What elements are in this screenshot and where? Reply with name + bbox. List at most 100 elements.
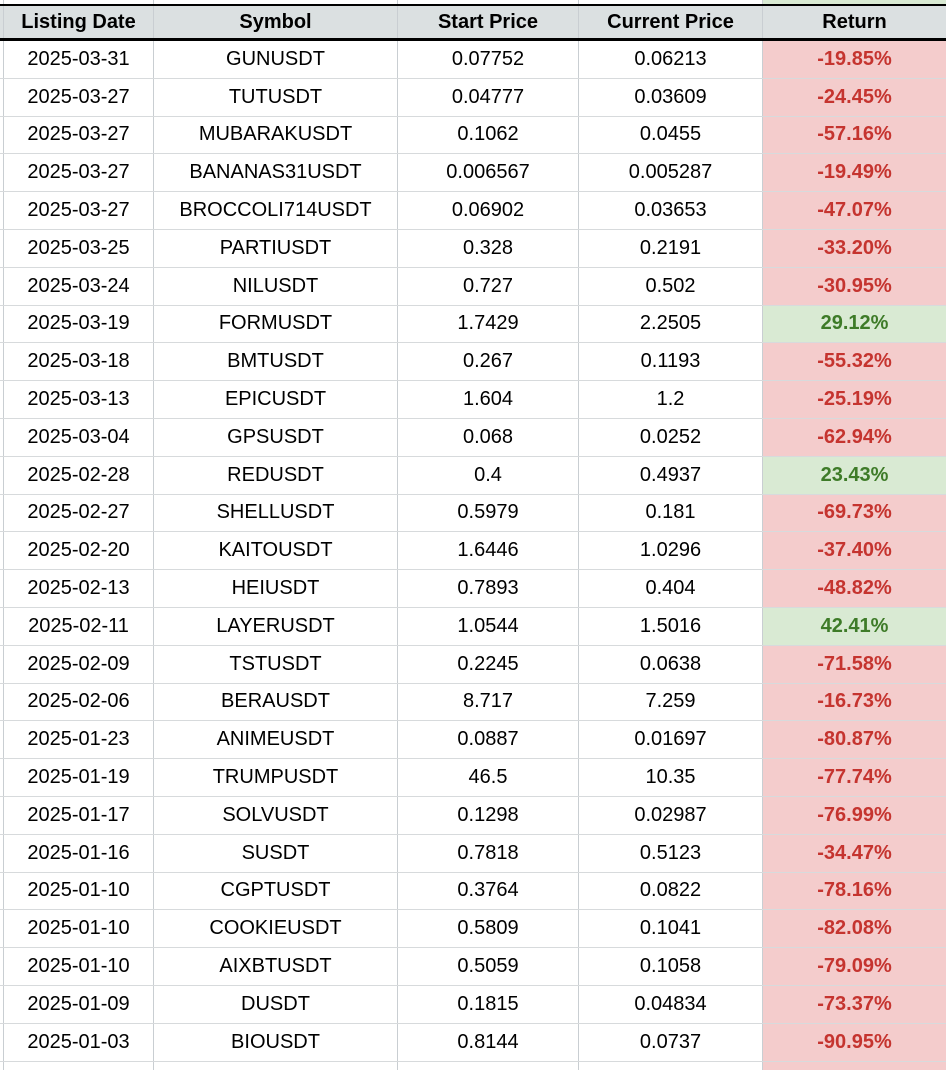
listing-date-cell[interactable]: 2025-02-27 (3, 494, 154, 532)
listing-date-cell[interactable]: 2025-03-04 (3, 418, 154, 456)
column-header-start-price[interactable]: Start Price (398, 6, 579, 38)
return-cell[interactable]: -57.16% (763, 116, 946, 154)
current-price-cell[interactable]: 0.005287 (579, 154, 763, 192)
current-price-cell[interactable]: 0.404 (579, 570, 763, 607)
symbol-cell[interactable]: FORMUSDT (154, 305, 398, 343)
start-price-cell[interactable]: 1.7429 (398, 305, 579, 343)
return-cell[interactable]: -16.73% (763, 683, 946, 721)
current-price-cell[interactable]: 1.5016 (579, 607, 763, 645)
current-price-cell[interactable]: 0.04834 (579, 985, 763, 1023)
listing-date-cell[interactable]: 2025-01-23 (3, 721, 154, 759)
symbol-cell[interactable]: SUSDT (154, 834, 398, 872)
start-price-cell[interactable]: 0.07752 (398, 41, 579, 78)
return-cell[interactable]: 42.41% (763, 607, 946, 645)
start-price-cell[interactable]: 1.604 (398, 381, 579, 418)
listing-date-cell[interactable]: 2025-01-16 (3, 834, 154, 872)
return-cell[interactable]: -19.49% (763, 154, 946, 192)
return-cell[interactable]: -71.58% (763, 645, 946, 683)
column-header-return[interactable]: Return (763, 6, 946, 38)
current-price-cell[interactable]: 0.4937 (579, 456, 763, 494)
listing-date-cell[interactable]: 2025-01-17 (3, 796, 154, 834)
return-cell[interactable]: -77.74% (763, 759, 946, 796)
listing-date-cell[interactable]: 2025-02-13 (3, 570, 154, 607)
start-price-cell[interactable]: 0.068 (398, 418, 579, 456)
start-price-cell[interactable]: 0.267 (398, 343, 579, 381)
symbol-cell[interactable]: BIOUSDT (154, 1023, 398, 1061)
listing-date-cell[interactable]: 2025-01-03 (3, 1023, 154, 1061)
start-price-cell[interactable]: 0.04777 (398, 78, 579, 116)
start-price-cell[interactable]: 0.1298 (398, 796, 579, 834)
current-price-cell[interactable]: 0.06213 (579, 41, 763, 78)
symbol-cell[interactable]: SOLVUSDT (154, 796, 398, 834)
return-cell[interactable]: 23.43% (763, 456, 946, 494)
start-price-cell[interactable]: 0.006567 (398, 154, 579, 192)
return-cell[interactable]: -80.87% (763, 721, 946, 759)
symbol-cell[interactable]: MUBARAKUSDT (154, 116, 398, 154)
current-price-cell[interactable]: 0.5123 (579, 834, 763, 872)
symbol-cell[interactable]: COOKIEUSDT (154, 910, 398, 948)
symbol-cell[interactable]: CGPTUSDT (154, 872, 398, 910)
current-price-cell[interactable]: 10.35 (579, 759, 763, 796)
symbol-cell[interactable]: GUNUSDT (154, 41, 398, 78)
start-price-cell[interactable]: 1.0544 (398, 607, 579, 645)
symbol-cell[interactable]: ANIMEUSDT (154, 721, 398, 759)
symbol-cell[interactable]: DUSDT (154, 985, 398, 1023)
current-price-cell[interactable]: 0.03609 (579, 78, 763, 116)
start-price-cell[interactable]: 0.0887 (398, 721, 579, 759)
start-price-cell[interactable]: 1.6446 (398, 532, 579, 570)
listing-date-cell[interactable]: 2025-03-27 (3, 154, 154, 192)
symbol-cell[interactable]: TSTUSDT (154, 645, 398, 683)
symbol-cell[interactable]: EPICUSDT (154, 381, 398, 418)
return-cell[interactable]: -73.37% (763, 985, 946, 1023)
start-price-cell[interactable]: 0.8144 (398, 1023, 579, 1061)
current-price-cell[interactable]: 0.01697 (579, 721, 763, 759)
return-cell[interactable]: -79.09% (763, 948, 946, 985)
listing-date-cell[interactable]: 2025-01-09 (3, 985, 154, 1023)
listing-date-cell[interactable]: 2025-03-18 (3, 343, 154, 381)
return-cell[interactable]: -76.99% (763, 796, 946, 834)
return-cell[interactable]: -90.95% (763, 1023, 946, 1061)
listing-date-cell[interactable]: 2025-02-28 (3, 456, 154, 494)
start-price-cell[interactable]: 0.1815 (398, 985, 579, 1023)
symbol-cell[interactable]: TUTUSDT (154, 78, 398, 116)
start-price-cell[interactable]: 0.4 (398, 456, 579, 494)
start-price-cell[interactable]: 8.717 (398, 683, 579, 721)
symbol-cell[interactable]: BANANAS31USDT (154, 154, 398, 192)
start-price-cell[interactable]: 0.06902 (398, 192, 579, 229)
return-cell[interactable]: -24.45% (763, 78, 946, 116)
listing-date-cell[interactable]: 2025-02-20 (3, 532, 154, 570)
listing-date-cell[interactable]: 2025-03-13 (3, 381, 154, 418)
start-price-cell[interactable]: 46.5 (398, 759, 579, 796)
start-price-cell[interactable]: 0.7893 (398, 570, 579, 607)
return-cell[interactable]: -48.82% (763, 570, 946, 607)
return-cell[interactable]: -69.73% (763, 494, 946, 532)
current-price-cell[interactable]: 2.2505 (579, 305, 763, 343)
current-price-cell[interactable]: 0.0737 (579, 1023, 763, 1061)
column-header-current-price[interactable]: Current Price (579, 6, 763, 38)
return-cell[interactable]: -30.95% (763, 267, 946, 305)
symbol-cell[interactable]: AIXBTUSDT (154, 948, 398, 985)
current-price-cell[interactable]: 7.259 (579, 683, 763, 721)
symbol-cell[interactable]: BMTUSDT (154, 343, 398, 381)
current-price-cell[interactable]: 1.0296 (579, 532, 763, 570)
start-price-cell[interactable]: 0.5809 (398, 910, 579, 948)
listing-date-cell[interactable]: 2025-01-10 (3, 910, 154, 948)
symbol-cell[interactable]: HEIUSDT (154, 570, 398, 607)
start-price-cell[interactable]: 0.328 (398, 229, 579, 267)
current-price-cell[interactable]: 0.181 (579, 494, 763, 532)
return-cell[interactable]: -33.20% (763, 229, 946, 267)
start-price-cell[interactable]: 0.727 (398, 267, 579, 305)
return-cell[interactable]: -78.16% (763, 872, 946, 910)
start-price-cell[interactable]: 0.3764 (398, 872, 579, 910)
start-price-cell[interactable]: 0.5059 (398, 948, 579, 985)
return-cell[interactable]: -55.32% (763, 343, 946, 381)
return-cell[interactable]: -19.85% (763, 41, 946, 78)
return-cell[interactable]: -82.08% (763, 910, 946, 948)
listing-date-cell[interactable]: 2025-03-24 (3, 267, 154, 305)
listing-date-cell[interactable]: 2025-01-10 (3, 872, 154, 910)
current-price-cell[interactable]: 0.1193 (579, 343, 763, 381)
symbol-cell[interactable]: KAITOUSDT (154, 532, 398, 570)
return-cell[interactable]: -37.40% (763, 532, 946, 570)
symbol-cell[interactable]: SHELLUSDT (154, 494, 398, 532)
symbol-cell[interactable]: REDUSDT (154, 456, 398, 494)
